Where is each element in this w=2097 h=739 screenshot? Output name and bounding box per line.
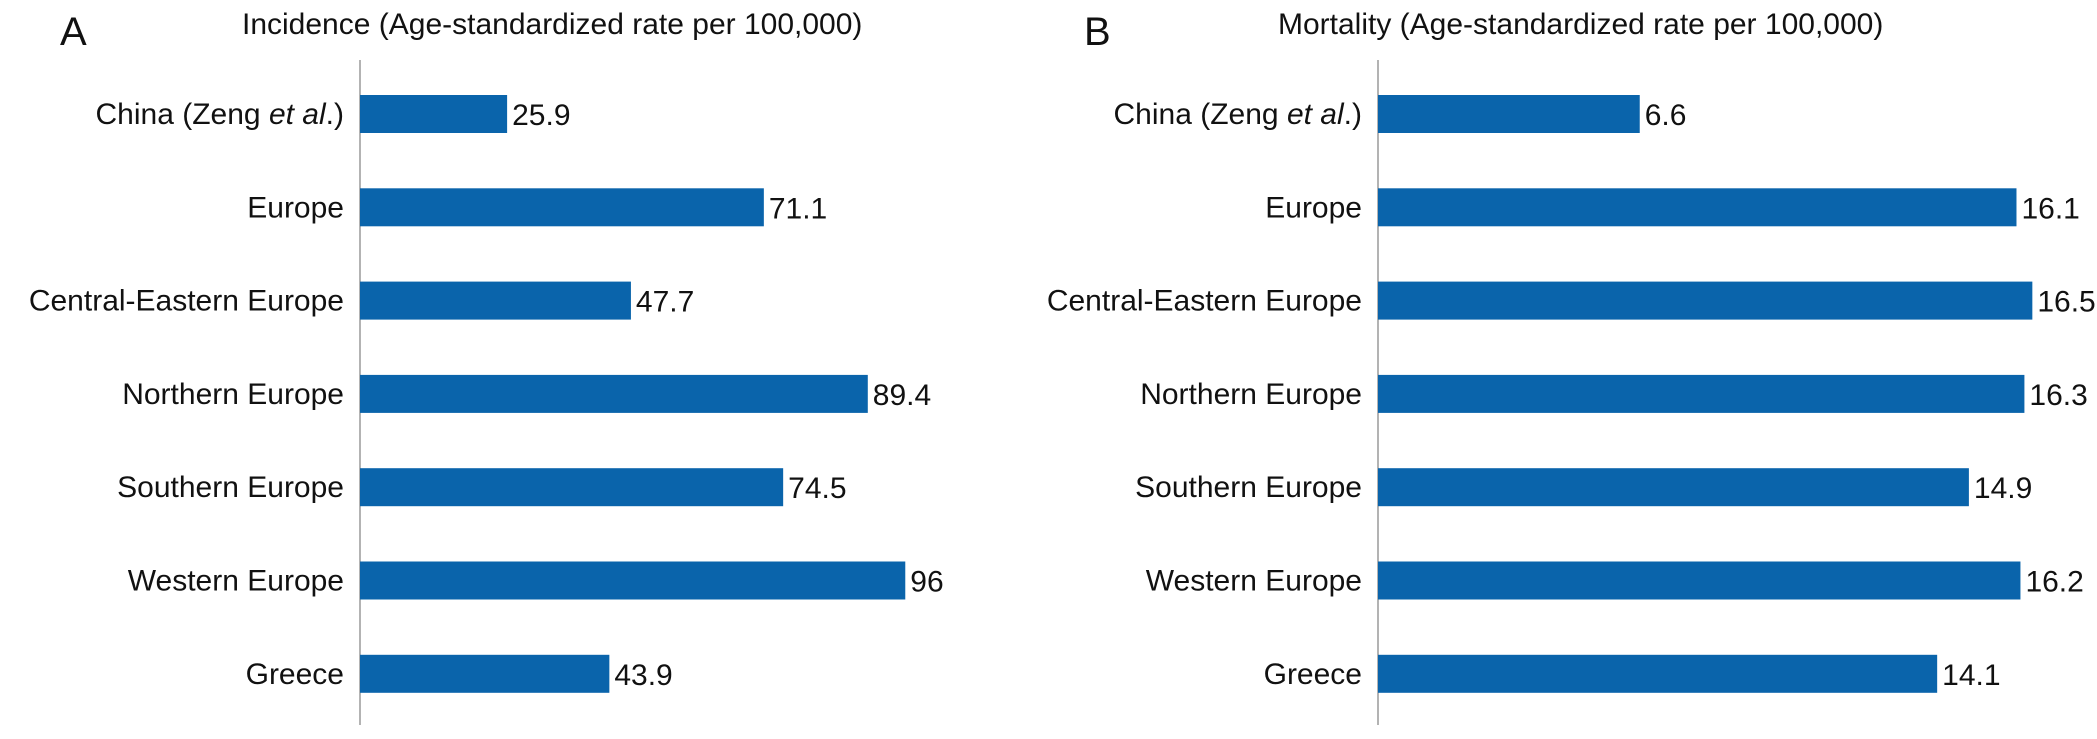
mortality-bar-chart: 6.6 China (Zeng et al.) 16.1 Europe 16.5 Cent…	[1047, 60, 2096, 725]
incidence-chart-title: Incidence (Age-standardized rate per 100…	[242, 8, 863, 41]
panel-label-a: A	[60, 10, 87, 54]
data-label-2: 47.7	[636, 286, 694, 319]
panel-label-b: B	[1084, 10, 1111, 54]
data-label-3: 16.3	[2029, 379, 2087, 412]
category-label-1: Europe	[247, 191, 344, 224]
bar-5	[360, 561, 906, 600]
data-label-2: 16.5	[2037, 286, 2095, 319]
incidence-chart-panel: A Incidence (Age-standardized rate per 1…	[0, 0, 1048, 739]
data-label-4: 14.9	[1974, 472, 2032, 505]
category-label-4: Southern Europe	[1135, 471, 1362, 504]
data-label-1: 16.1	[2021, 192, 2079, 225]
data-label-0: 25.9	[512, 99, 570, 132]
category-label-3: Northern Europe	[1140, 378, 1362, 411]
data-label-3: 89.4	[873, 379, 931, 412]
bar-0	[1378, 95, 1640, 133]
category-label-3: Northern Europe	[122, 378, 344, 411]
category-label-2: Central-Eastern Europe	[1047, 285, 1362, 318]
category-label-0: China (Zeng et al.)	[96, 98, 344, 131]
category-label-6: Greece	[246, 658, 344, 691]
category-label-0: China (Zeng et al.)	[1114, 98, 1362, 131]
data-label-0: 6.6	[1645, 99, 1687, 132]
bar-1	[1378, 188, 2017, 227]
category-label-2: Central-Eastern Europe	[29, 285, 344, 318]
data-label-1: 71.1	[769, 192, 827, 225]
data-label-5: 16.2	[2025, 566, 2083, 599]
mortality-chart-panel: B Mortality (Age-standardized rate per 1…	[1047, 0, 2097, 739]
bar-4	[360, 468, 784, 507]
bar-2	[360, 281, 631, 320]
data-label-4: 74.5	[788, 472, 846, 505]
category-label-1: Europe	[1265, 191, 1362, 224]
bar-6	[360, 654, 610, 693]
bar-2	[1378, 281, 2033, 320]
bar-1	[360, 188, 764, 227]
category-label-6: Greece	[1264, 658, 1362, 691]
data-label-6: 43.9	[614, 659, 672, 692]
category-label-5: Western Europe	[128, 565, 344, 598]
incidence-bar-chart: 25.9 China (Zeng et al.) 71.1 Europe 47.7 Cen…	[29, 60, 944, 725]
category-label-5: Western Europe	[1146, 565, 1362, 598]
bar-0	[360, 95, 508, 133]
bar-3	[360, 374, 868, 413]
data-label-5: 96	[910, 566, 943, 599]
mortality-chart-title: Mortality (Age-standardized rate per 100…	[1278, 8, 1884, 41]
category-label-4: Southern Europe	[117, 471, 344, 504]
bar-3	[1378, 374, 2025, 413]
bar-6	[1378, 654, 1938, 693]
bar-5	[1378, 561, 2021, 600]
data-label-6: 14.1	[1942, 659, 2000, 692]
bar-4	[1378, 468, 1969, 507]
